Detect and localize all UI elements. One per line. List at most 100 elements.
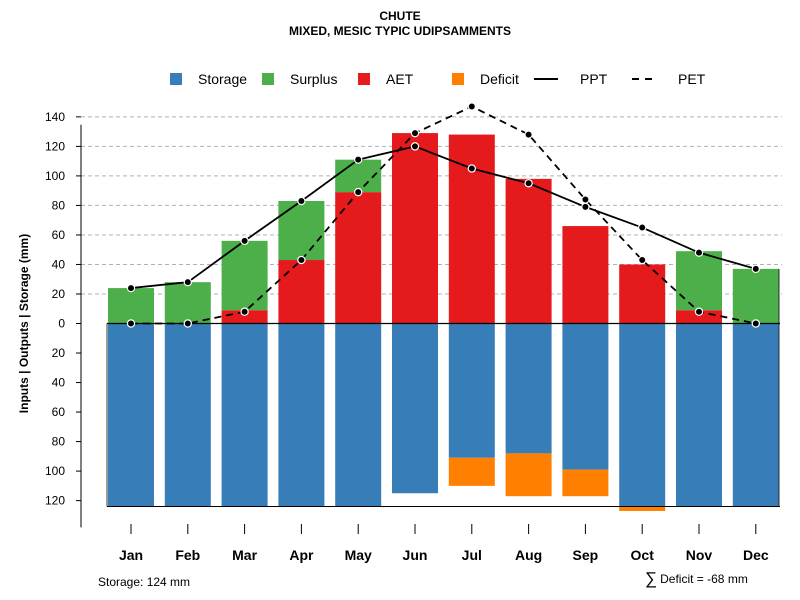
- ppt-point: [183, 277, 192, 287]
- x-tick-label: Dec: [743, 547, 769, 563]
- surplus-bar: [108, 288, 154, 324]
- ppt-point: [581, 202, 590, 212]
- deficit-bar: [562, 469, 609, 497]
- sigma-icon: ∑: [645, 569, 658, 588]
- chart-title: CHUTE: [379, 9, 421, 23]
- aet-bar: [562, 226, 609, 324]
- y-tick-label: 140: [45, 110, 65, 124]
- y-tick-label: 20: [52, 287, 66, 301]
- pet-point: [183, 319, 192, 328]
- storage-bar: [108, 323, 154, 507]
- pet-point: [240, 307, 249, 316]
- y-tick-label: 20: [52, 346, 66, 360]
- y-tick-label: 80: [52, 435, 66, 449]
- x-tick-label: May: [345, 547, 372, 563]
- x-tick-label: Mar: [232, 547, 257, 563]
- legend-swatch: [452, 73, 464, 85]
- pet-point: [751, 319, 761, 328]
- x-tick-label: Jun: [403, 547, 428, 563]
- pet-point: [126, 319, 136, 328]
- storage-bar: [619, 323, 666, 507]
- legend-item-deficit: Deficit: [452, 71, 519, 87]
- chart-subtitle: MIXED, MESIC TYPIC UDIPSAMMENTS: [288, 24, 512, 38]
- y-tick-label: 100: [45, 169, 65, 183]
- ppt-point: [126, 283, 136, 293]
- storage-bar: [164, 323, 211, 507]
- deficit-bar: [448, 457, 495, 486]
- pet-point: [524, 130, 533, 139]
- legend-item-ppt: PPT: [534, 71, 608, 87]
- storage-bar: [732, 323, 779, 507]
- y-tick-label: 0: [58, 317, 65, 331]
- storage-bar: [505, 323, 552, 454]
- x-tick-label: Apr: [289, 547, 314, 563]
- aet-bar: [335, 192, 382, 324]
- pet-point: [410, 128, 420, 138]
- x-tick-label: Jul: [462, 547, 482, 563]
- y-tick-label: 60: [52, 405, 66, 419]
- x-tick-label: Oct: [631, 547, 655, 563]
- ppt-point: [467, 164, 476, 173]
- legend-label: Deficit: [480, 71, 519, 87]
- aet-bar: [392, 133, 438, 324]
- total-deficit-note: ∑ Deficit = -68 mm: [645, 569, 748, 589]
- storage-bar: [448, 323, 495, 458]
- aet-bar: [221, 310, 268, 324]
- legend-label: PPT: [580, 71, 608, 87]
- ppt-line: [130, 145, 757, 289]
- surplus-bar: [676, 251, 722, 311]
- storage-bar: [221, 323, 268, 507]
- surplus-bar: [732, 268, 779, 324]
- pet-point: [467, 102, 476, 111]
- deficit-bar: [619, 506, 666, 511]
- legend-label: Surplus: [290, 71, 337, 87]
- surplus-bar: [221, 240, 268, 311]
- legend-swatch: [170, 73, 182, 85]
- y-tick-label: 120: [45, 139, 65, 153]
- storage-bar: [278, 323, 325, 507]
- y-tick-label: 40: [52, 376, 66, 390]
- pet-point: [297, 255, 306, 265]
- x-tick-label: Jan: [119, 547, 143, 563]
- y-tick-label: 120: [45, 494, 65, 508]
- legend-item-storage: Storage: [170, 71, 247, 87]
- y-tick-label: 100: [45, 464, 65, 478]
- ppt-point: [638, 223, 647, 232]
- x-tick-label: Aug: [515, 547, 542, 563]
- pet-point: [694, 307, 704, 316]
- ppt-point: [297, 196, 306, 206]
- aet-bar: [619, 264, 666, 324]
- storage-bar: [562, 323, 609, 470]
- aet-bar: [278, 260, 325, 324]
- storage-bar: [335, 323, 382, 507]
- legend-item-surplus: Surplus: [262, 71, 337, 87]
- legend-item-pet: PET: [632, 71, 706, 87]
- aet-bar: [505, 178, 552, 324]
- total-deficit-value: Deficit = -68 mm: [660, 572, 748, 586]
- legend-swatch: [262, 73, 274, 85]
- ppt-point: [354, 155, 363, 164]
- ppt-point: [410, 142, 420, 151]
- x-tick-label: Sep: [573, 547, 599, 563]
- legend-label: Storage: [198, 71, 247, 87]
- deficit-bar: [505, 453, 552, 497]
- surplus-bar: [164, 282, 211, 324]
- y-tick-label: 60: [52, 228, 66, 242]
- storage-capacity-note: Storage: 124 mm: [98, 575, 191, 589]
- legend-swatch: [358, 73, 370, 85]
- legend-item-aet: AET: [358, 71, 414, 87]
- ppt-point: [524, 179, 533, 188]
- x-tick-label: Feb: [175, 547, 200, 563]
- pet-point: [354, 187, 363, 197]
- y-tick-label: 80: [52, 198, 66, 212]
- y-axis-label: Inputs | Outputs | Storage (mm): [17, 234, 31, 413]
- ppt-point: [751, 264, 761, 274]
- pet-point: [638, 255, 647, 265]
- legend-label: PET: [678, 71, 706, 87]
- storage-bar: [392, 323, 438, 494]
- legend-label: AET: [386, 71, 414, 87]
- storage-bar: [676, 323, 722, 507]
- pet-point: [581, 195, 590, 204]
- ppt-point: [240, 236, 249, 246]
